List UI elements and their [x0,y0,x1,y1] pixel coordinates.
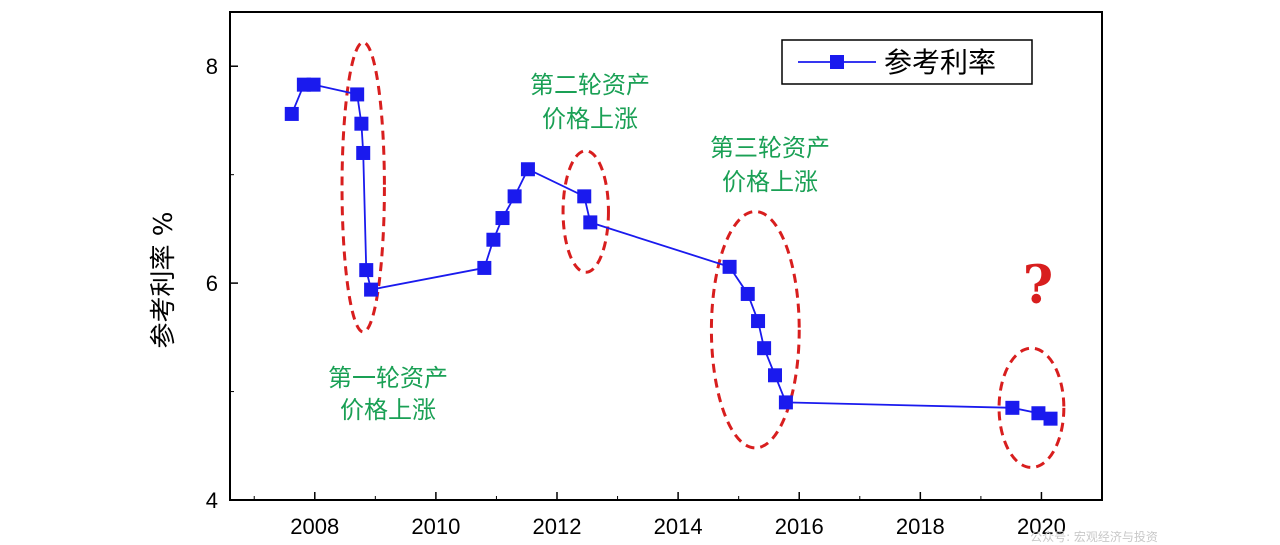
annotation-round2-line2: 价格上涨 [542,105,638,133]
data-point-10 [486,232,501,247]
watermark: 公众号: 宏观经济与投资 [1030,529,1158,544]
data-point-8 [364,282,379,297]
legend-label: 参考利率 [884,46,996,79]
data-point-3 [306,77,321,92]
plot-frame [229,11,1103,501]
data-point-12 [507,189,522,204]
data-point-14 [577,189,592,204]
highlight-ellipse-2 [561,149,610,274]
x-tick-label-2014: 2014 [654,514,703,539]
data-point-19 [757,341,772,356]
data-point-16 [722,259,737,274]
x-tick-label-2010: 2010 [411,514,460,539]
data-point-24 [1043,411,1058,426]
y-axis-ticks: 4 6 8 [206,54,238,513]
x-tick-label-2018: 2018 [896,514,945,539]
data-point-23 [1031,406,1046,421]
data-point-5 [354,116,369,131]
data-point-18 [751,314,766,329]
annotation-round1: 第一轮资产 价格上涨 [328,364,448,424]
y-tick-label-8: 8 [206,54,218,79]
annotation-round2: 第二轮资产 价格上涨 [530,71,650,133]
annotation-round1-line2: 价格上涨 [340,396,436,424]
legend-marker [830,55,844,69]
annotation-round3-line1: 第三轮资产 [710,134,830,162]
data-point-6 [356,145,371,160]
data-point-21 [778,395,793,410]
x-tick-label-2016: 2016 [775,514,824,539]
annotation-round3-line2: 价格上涨 [722,168,818,196]
data-point-13 [520,162,535,177]
annotation-round2-line1: 第二轮资产 [530,71,650,99]
data-point-7 [359,263,374,278]
highlight-ellipse-4 [997,346,1066,469]
y-tick-label-4: 4 [206,488,218,513]
annotation-round1-line1: 第一轮资产 [328,364,448,392]
x-tick-label-2012: 2012 [533,514,582,539]
y-axis-title: 参考利率 % [149,212,179,349]
data-point-17 [740,286,755,301]
annotation-question-mark: ? [1023,255,1053,316]
data-points [284,77,1058,426]
data-point-1 [284,106,299,121]
data-point-4 [350,87,365,102]
x-axis-ticks: 2008 2010 2012 2014 2016 2018 2020 [253,492,1103,539]
highlight-ellipse-3 [709,210,801,450]
x-tick-label-2008: 2008 [290,514,339,539]
data-point-22 [1005,400,1020,415]
data-point-20 [768,368,782,383]
annotation-round3: 第三轮资产 价格上涨 [710,134,830,196]
data-point-15 [583,215,598,230]
x-tick-label-2020: 2020 [1017,514,1066,539]
highlight-ellipses [340,40,1066,469]
y-tick-label-6: 6 [206,271,218,296]
data-point-11 [495,211,510,226]
legend: 参考利率 [781,39,1033,85]
highlight-ellipse-1 [340,40,386,334]
data-point-9 [477,260,492,275]
